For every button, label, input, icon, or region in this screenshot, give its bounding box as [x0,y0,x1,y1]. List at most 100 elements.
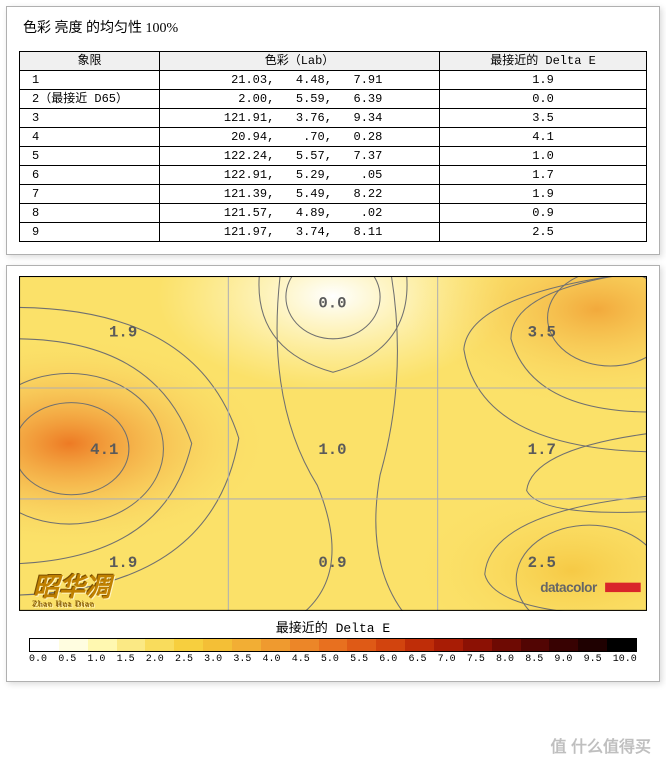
site-watermark: 值 什么值得买 [551,733,651,757]
scale-segment [376,639,405,651]
scale-tick: 9.5 [584,654,602,665]
table-row: 5 122.24, 5.57, 7.371.0 [20,147,647,166]
scale-segment [521,639,550,651]
cell-deltae: 3.5 [440,109,647,128]
cell-1-label: 1.9 [109,324,137,342]
scale-segment [59,639,88,651]
scale-segment [117,639,146,651]
cell-lab: 121.91, 3.76, 9.34 [160,109,440,128]
cell-6-label: 1.7 [528,441,556,459]
scale-segment [463,639,492,651]
scale-tick: 9.0 [554,654,572,665]
cell-7-label: 1.9 [109,554,137,572]
cell-lab: 20.94, .70, 0.28 [160,128,440,147]
cell-quadrant: 5 [20,147,160,166]
cell-4-label: 4.1 [90,441,118,459]
cell-deltae: 1.7 [440,166,647,185]
scale-tick: 3.0 [204,654,222,665]
table-row: 9 121.97, 3.74, 8.112.5 [20,223,647,242]
scale-segment [607,639,636,651]
cell-2-label: 0.0 [318,294,346,312]
cell-lab: 122.91, 5.29, .05 [160,166,440,185]
scale-tick: 2.5 [175,654,193,665]
scale-tick: 8.5 [525,654,543,665]
scale-segment [405,639,434,651]
cell-quadrant: 8 [20,204,160,223]
col-header-lab: 色彩（Lab） [160,52,440,71]
scale-tick: 7.5 [467,654,485,665]
cell-deltae: 1.0 [440,147,647,166]
scale-segment [347,639,376,651]
scale-segment [549,639,578,651]
cell-3-label: 3.5 [528,324,556,342]
svg-text:datacolor: datacolor [540,580,598,595]
table-row: 6 122.91, 5.29, .051.7 [20,166,647,185]
scale-tick: 4.5 [292,654,310,665]
scale-segment [232,639,261,651]
scale-tick: 8.0 [496,654,514,665]
scale-segment [88,639,117,651]
cell-deltae: 1.9 [440,71,647,90]
color-scale: 0.0 0.5 1.0 1.5 2.0 2.5 3.0 3.5 4.0 4.5 5.0 5.5 6.0 6… [19,638,647,669]
cell-lab: 2.00, 5.59, 6.39 [160,90,440,109]
cell-quadrant: 6 [20,166,160,185]
scale-tick: 10.0 [613,654,637,665]
col-header-deltae: 最接近的 Delta E [440,52,647,71]
panel-title: 色彩 亮度 的均匀性 100% [23,17,647,37]
table-row: 2（最接近 D65） 2.00, 5.59, 6.390.0 [20,90,647,109]
table-row: 7 121.39, 5.49, 8.221.9 [20,185,647,204]
scale-tick: 5.5 [350,654,368,665]
cell-quadrant: 3 [20,109,160,128]
scale-segment [434,639,463,651]
scale-segment [30,639,59,651]
heatmap-chart: 1.9 0.0 3.5 4.1 1.0 1.7 1.9 0.9 2.5 data… [19,276,647,669]
scale-tick: 0.5 [58,654,76,665]
cell-lab: 121.57, 4.89, .02 [160,204,440,223]
scale-tick: 6.5 [408,654,426,665]
scale-tick: 0.0 [29,654,47,665]
table-row: 3 121.91, 3.76, 9.343.5 [20,109,647,128]
col-header-quadrant: 象限 [20,52,160,71]
scale-segment [319,639,348,651]
cell-deltae: 2.5 [440,223,647,242]
uniformity-table: 象限 色彩（Lab） 最接近的 Delta E 1 21.03, 4.48, 7… [19,51,647,242]
cell-lab: 121.97, 3.74, 8.11 [160,223,440,242]
cell-deltae: 1.9 [440,185,647,204]
cell-quadrant: 1 [20,71,160,90]
heatmap-panel: 1.9 0.0 3.5 4.1 1.0 1.7 1.9 0.9 2.5 data… [6,265,660,682]
scale-tick: 1.5 [117,654,135,665]
scale-segment [203,639,232,651]
scale-tick: 6.0 [379,654,397,665]
cell-quadrant: 4 [20,128,160,147]
scale-tick: 1.0 [87,654,105,665]
chart-subtitle: 最接近的 Delta E [19,617,647,636]
table-panel: 色彩 亮度 的均匀性 100% 象限 色彩（Lab） 最接近的 Delta E … [6,6,660,255]
cell-lab: 121.39, 5.49, 8.22 [160,185,440,204]
scale-tick: 4.0 [263,654,281,665]
cell-deltae: 4.1 [440,128,647,147]
scale-tick: 2.0 [146,654,164,665]
cell-deltae: 0.0 [440,90,647,109]
scale-segment [578,639,607,651]
cell-9-label: 2.5 [528,554,556,572]
cell-deltae: 0.9 [440,204,647,223]
cell-quadrant: 2（最接近 D65） [20,90,160,109]
cell-lab: 122.24, 5.57, 7.37 [160,147,440,166]
scale-segment [145,639,174,651]
cell-5-label: 1.0 [318,441,346,459]
table-row: 4 20.94, .70, 0.284.1 [20,128,647,147]
table-row: 1 21.03, 4.48, 7.911.9 [20,71,647,90]
heatmap-svg: 1.9 0.0 3.5 4.1 1.0 1.7 1.9 0.9 2.5 data… [19,276,647,611]
cell-quadrant: 7 [20,185,160,204]
scale-segment [174,639,203,651]
scale-tick: 3.5 [233,654,251,665]
scale-tick: 5.0 [321,654,339,665]
scale-segment [261,639,290,651]
cell-quadrant: 9 [20,223,160,242]
cell-8-label: 0.9 [318,554,346,572]
table-row: 8 121.57, 4.89, .020.9 [20,204,647,223]
scale-tick: 7.0 [438,654,456,665]
scale-segment [492,639,521,651]
cell-lab: 21.03, 4.48, 7.91 [160,71,440,90]
scale-segment [290,639,319,651]
